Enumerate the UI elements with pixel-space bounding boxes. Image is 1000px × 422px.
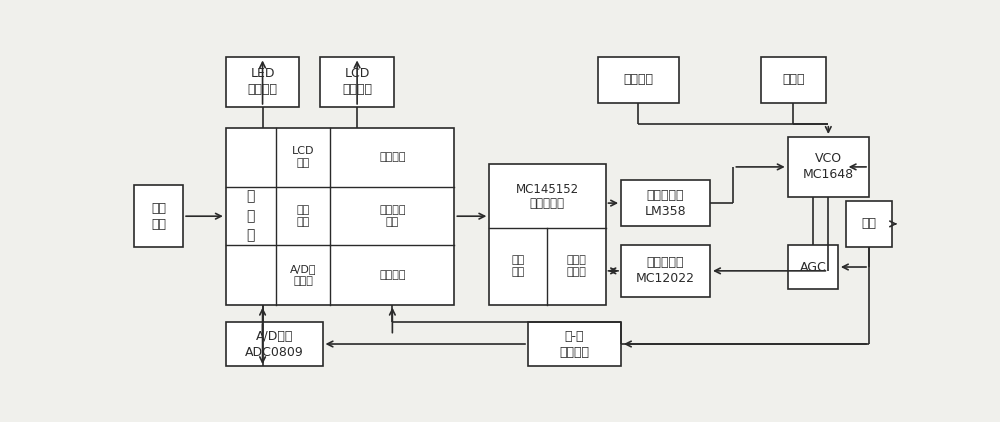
Bar — [846, 201, 892, 247]
Text: AGC: AGC — [799, 260, 826, 273]
Text: 外接音源: 外接音源 — [623, 73, 653, 87]
Bar — [788, 245, 838, 289]
Text: 频率测量: 频率测量 — [379, 270, 406, 280]
Text: A/D转
换控制: A/D转 换控制 — [290, 264, 316, 286]
Bar — [226, 322, 323, 366]
Text: LCD
驱动: LCD 驱动 — [292, 146, 314, 168]
Text: 前置分频器
MC12022: 前置分频器 MC12022 — [636, 256, 695, 285]
Bar — [621, 180, 710, 226]
Bar — [489, 164, 606, 305]
Text: VCO
MC1648: VCO MC1648 — [803, 152, 854, 181]
Bar — [761, 57, 826, 103]
Text: 麦克风: 麦克风 — [782, 73, 805, 87]
Text: 参考分频器: 参考分频器 — [530, 197, 565, 210]
Text: A/D转换
ADC0809: A/D转换 ADC0809 — [245, 330, 304, 359]
Bar — [528, 322, 621, 366]
Text: 单
片
机: 单 片 机 — [247, 190, 255, 243]
Text: 功放: 功放 — [862, 217, 876, 230]
Bar — [320, 57, 394, 107]
Text: 鉴频
鉴相: 鉴频 鉴相 — [512, 255, 525, 277]
Text: MC145152: MC145152 — [516, 183, 579, 196]
Text: 按键控制: 按键控制 — [379, 152, 406, 162]
Text: 低通滤波器
LM358: 低通滤波器 LM358 — [645, 189, 686, 218]
Bar — [226, 57, 299, 107]
Bar — [226, 127, 454, 305]
Text: 频率
设定: 频率 设定 — [297, 205, 310, 227]
Bar — [788, 137, 869, 197]
Bar — [134, 185, 183, 247]
Text: LED
显示功率: LED 显示功率 — [248, 68, 278, 96]
Text: LCD
显示频率: LCD 显示频率 — [342, 68, 372, 96]
Bar — [621, 245, 710, 297]
Text: 确定分频
系数: 确定分频 系数 — [379, 205, 406, 227]
Text: 可编程
分频器: 可编程 分频器 — [566, 255, 586, 277]
Bar — [598, 57, 679, 103]
Text: 峰-峰
检测电路: 峰-峰 检测电路 — [560, 330, 590, 359]
Text: 按键
控制: 按键 控制 — [151, 202, 166, 231]
